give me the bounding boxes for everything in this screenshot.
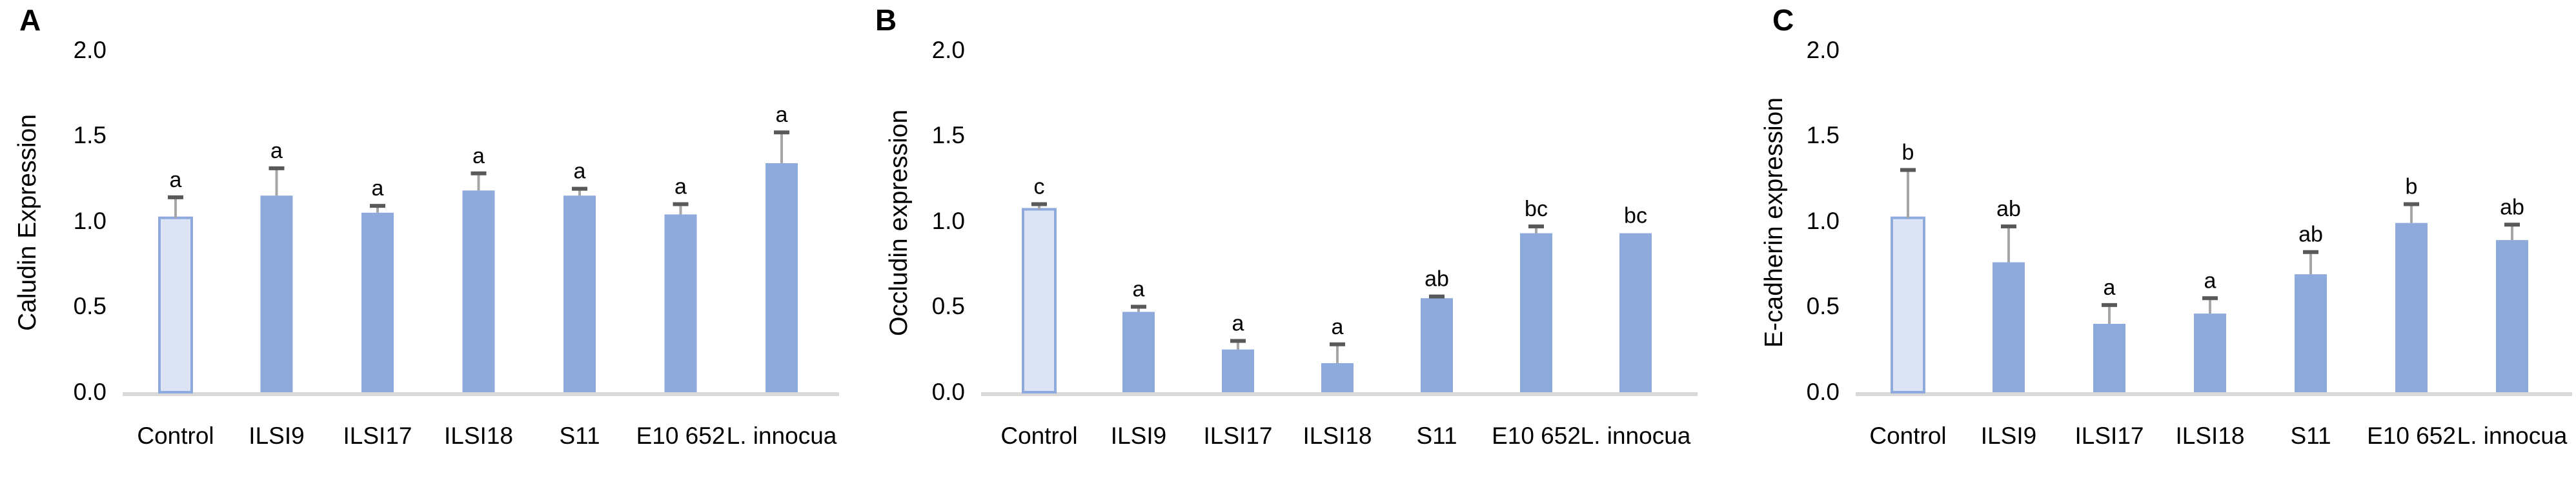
significance-letter: a <box>170 168 182 192</box>
bar-ilsi18 <box>1321 363 1354 392</box>
bar-e10-652 <box>2395 223 2428 392</box>
x-category-label: L. innocua <box>1580 423 1691 449</box>
y-tick-label: 2.0 <box>931 37 965 63</box>
significance-letter: b <box>1902 141 1914 165</box>
y-tick-label: 1.5 <box>1806 122 1840 148</box>
x-category-label: Control <box>137 423 214 449</box>
x-category-label: E10 652 <box>2367 423 2456 449</box>
bar-l-innocua <box>766 163 798 392</box>
y-tick-label: 2.0 <box>1806 37 1840 63</box>
bar-ilsi18 <box>462 190 495 392</box>
bar-plot-area: b ab a a ab b ab <box>1856 141 2572 396</box>
significance-letter: a <box>372 176 384 201</box>
significance-letter: a <box>574 159 586 184</box>
x-category-label: ILSI9 <box>1980 423 2037 449</box>
x-category-label: S11 <box>559 423 600 449</box>
bar-ilsi17 <box>361 212 394 392</box>
x-category-label: ILSI17 <box>1203 423 1273 449</box>
bar-ilsi17 <box>1222 349 1254 392</box>
significance-letter: c <box>1034 175 1045 199</box>
y-tick-label: 1.5 <box>73 122 106 148</box>
significance-letter: a <box>270 139 283 163</box>
significance-letter: a <box>1332 315 1344 339</box>
x-category-label: L. innocua <box>2457 423 2568 449</box>
bar-s11 <box>1421 298 1453 392</box>
y-tick-label: 1.0 <box>1806 208 1840 234</box>
x-category-label: L. innocua <box>726 423 837 449</box>
y-tick-label: 1.0 <box>73 208 106 234</box>
bar-l-innocua <box>1619 233 1652 392</box>
bar-ilsi9 <box>260 195 293 392</box>
significance-letter: ab <box>1996 197 2021 221</box>
y-tick-label: 1.0 <box>931 208 965 234</box>
significance-letter: ab <box>2298 223 2323 247</box>
panel-letter-c: C <box>1772 3 1794 37</box>
y-tick-label: 0.0 <box>73 379 106 405</box>
x-category-label: S11 <box>1416 423 1457 449</box>
panel-a-claudin: A Caludin Expression 2.0 1.5 1.0 0.5 0.0… <box>0 0 859 478</box>
significance-letter: a <box>2104 275 2116 300</box>
bar-ilsi18 <box>2194 314 2226 392</box>
x-category-label: E10 652 <box>1492 423 1581 449</box>
x-category-label: ILSI18 <box>2175 423 2245 449</box>
x-category-label: S11 <box>2290 423 2331 449</box>
bar-s11 <box>2295 274 2327 392</box>
bar-control <box>1022 208 1057 393</box>
y-tick-label: 0.5 <box>73 293 106 319</box>
y-tick-label: 0.5 <box>931 293 965 319</box>
bar-e10-652 <box>1520 233 1552 392</box>
significance-letter: ab <box>2500 195 2524 219</box>
significance-letter: a <box>1133 277 1145 302</box>
bar-l-innocua <box>2496 240 2528 392</box>
x-category-label: ILSI17 <box>343 423 412 449</box>
bar-control <box>1891 216 1925 393</box>
significance-letter: b <box>2406 175 2418 199</box>
bar-ilsi9 <box>1122 312 1155 392</box>
bar-plot-area: c a a a ab bc bc <box>981 175 1698 396</box>
bar-ilsi17 <box>2093 324 2125 392</box>
x-category-label: Control <box>1000 423 1078 449</box>
x-category-label: ILSI17 <box>2074 423 2144 449</box>
x-category-label: ILSI9 <box>1110 423 1167 449</box>
significance-letter: a <box>674 175 687 199</box>
x-category-label: Control <box>1869 423 1947 449</box>
bar-s11 <box>563 195 596 392</box>
y-tick-label: 1.5 <box>931 122 965 148</box>
x-category-label: ILSI9 <box>248 423 305 449</box>
bar-plot-area: a a a a a a a <box>123 103 839 396</box>
panel-letter-a: A <box>19 3 41 37</box>
y-tick-label: 0.0 <box>931 379 965 405</box>
y-tick-label: 0.5 <box>1806 293 1840 319</box>
significance-letter: bc <box>1624 204 1647 228</box>
panel-b-occludin: B Occludin expression 2.0 1.5 1.0 0.5 0.… <box>858 0 1718 478</box>
significance-letter: a <box>776 103 788 127</box>
panel-letter-b: B <box>875 3 897 37</box>
y-tick-label: 2.0 <box>73 37 106 63</box>
bar-ilsi9 <box>1993 262 2025 392</box>
significance-letter: a <box>1232 312 1244 336</box>
bar-e10-652 <box>664 214 697 392</box>
y-tick-label: 0.0 <box>1806 379 1840 405</box>
bar-control <box>158 216 193 393</box>
panel-c-ecadherin: C E-cadherin expression 2.0 1.5 1.0 0.5 … <box>1717 0 2576 478</box>
significance-letter: bc <box>1525 197 1548 221</box>
significance-letter: a <box>472 144 485 168</box>
significance-letter: ab <box>1425 267 1449 292</box>
x-category-label: ILSI18 <box>444 423 513 449</box>
significance-letter: a <box>2204 268 2216 293</box>
x-category-label: E10 652 <box>636 423 725 449</box>
x-category-label: ILSI18 <box>1303 423 1372 449</box>
